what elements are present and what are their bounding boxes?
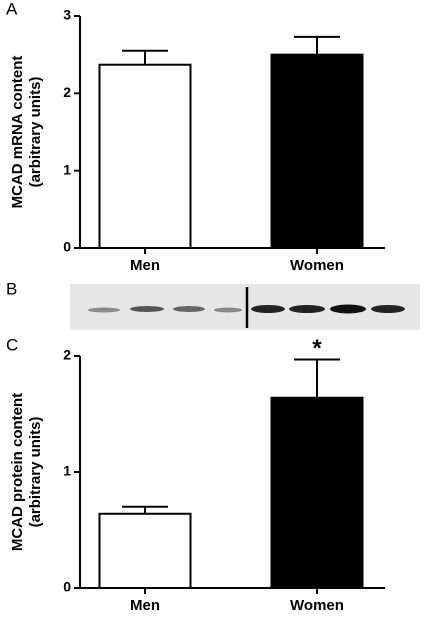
bar bbox=[98, 512, 192, 590]
y-tick-label: 1 bbox=[63, 463, 71, 479]
y-axis-label: (arbitrary units) bbox=[27, 417, 44, 528]
blot-band bbox=[214, 307, 242, 313]
x-tick-label: Men bbox=[130, 257, 160, 274]
blot-band bbox=[130, 306, 164, 312]
error-bar bbox=[294, 35, 340, 55]
y-axis-label: MCAD mRNA content bbox=[9, 56, 26, 209]
blot-band bbox=[88, 307, 120, 313]
bar bbox=[270, 396, 364, 590]
y-tick-label: 1 bbox=[63, 161, 71, 177]
y-tick-label: 0 bbox=[63, 579, 71, 595]
y-tick-label: 2 bbox=[63, 347, 71, 363]
error-bar bbox=[122, 505, 168, 514]
panel-label: B bbox=[6, 279, 17, 298]
error-bar bbox=[122, 49, 168, 65]
bar bbox=[98, 63, 192, 249]
blot-band bbox=[330, 304, 366, 314]
blot-band bbox=[371, 305, 405, 313]
y-tick-label: 3 bbox=[63, 7, 71, 23]
error-bar bbox=[294, 358, 340, 398]
x-tick-label: Women bbox=[290, 257, 344, 274]
blot-band bbox=[251, 305, 285, 313]
significance-marker: * bbox=[312, 335, 322, 362]
panel-label: C bbox=[6, 335, 18, 354]
blot-background bbox=[70, 284, 420, 330]
x-tick-label: Men bbox=[130, 597, 160, 614]
y-axis-label: (arbitrary units) bbox=[27, 77, 44, 188]
y-tick-label: 2 bbox=[63, 84, 71, 100]
blot-band bbox=[173, 306, 205, 312]
y-axis-label: MCAD protein content bbox=[9, 393, 26, 551]
panel-label: A bbox=[6, 0, 18, 18]
y-tick-label: 0 bbox=[63, 239, 71, 255]
x-tick-label: Women bbox=[290, 597, 344, 614]
blot-band bbox=[289, 305, 325, 313]
bar bbox=[270, 53, 364, 249]
western-blot bbox=[70, 284, 420, 330]
